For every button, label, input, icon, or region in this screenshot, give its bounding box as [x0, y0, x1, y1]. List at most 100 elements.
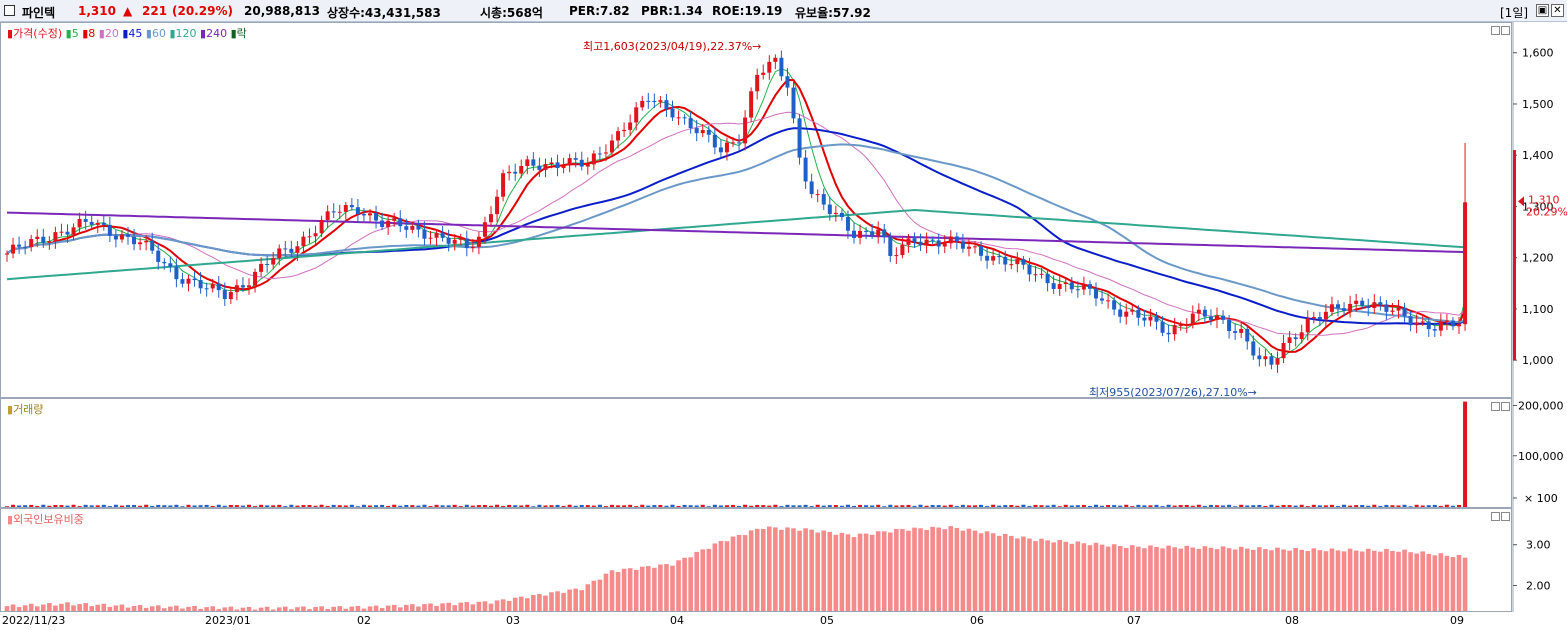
candle [1239, 321, 1244, 338]
candle [761, 64, 766, 80]
foreign-bar [1438, 553, 1444, 611]
foreign-bar [107, 606, 113, 611]
volume-bar [1275, 505, 1280, 507]
candle [1354, 293, 1359, 312]
foreign-bar [652, 567, 657, 611]
volume-bar [1136, 504, 1141, 507]
candle [1208, 309, 1213, 326]
volume-bar [1202, 505, 1207, 507]
foreign-bar [416, 606, 421, 611]
candle [1438, 313, 1443, 337]
candle [198, 272, 203, 294]
panel-close-icon[interactable] [1501, 26, 1510, 35]
ma60-line [6, 143, 1466, 324]
foreign-bar [1142, 548, 1147, 611]
volume-bar [1354, 505, 1359, 507]
volume-close-icon[interactable] [1501, 402, 1510, 411]
legend-ma120: 120 [175, 27, 197, 40]
candle [174, 258, 179, 288]
candle [688, 111, 693, 134]
panel-restore-icon[interactable] [1491, 26, 1500, 35]
volume-tick-label: × 100 [1524, 492, 1558, 505]
volume-bar [47, 505, 52, 507]
volume-bar [1166, 504, 1171, 507]
close-icon[interactable]: ✕ [1551, 4, 1564, 17]
foreign-bar [131, 606, 137, 611]
restore-icon[interactable]: ▣ [1536, 4, 1549, 17]
checkbox-icon[interactable] [4, 5, 15, 16]
foreign-bar [1148, 545, 1153, 611]
volume-bar [694, 505, 699, 507]
foreign-panel[interactable]: ▮외국인보유비중 [0, 508, 1512, 612]
volume-chart[interactable] [1, 399, 1511, 507]
candle [1015, 252, 1020, 273]
volume-bar [985, 506, 990, 507]
price-chart[interactable]: 최고1,603(2023/04/19),22.37%→ 최저955(2023/07… [1, 23, 1511, 397]
foreign-bar [325, 608, 330, 611]
candle [815, 189, 820, 203]
candle [1450, 317, 1455, 331]
volume-bar [119, 505, 124, 507]
period-selector[interactable]: [1일] [1500, 6, 1529, 20]
foreign-close-icon[interactable] [1501, 512, 1510, 521]
volume-bar [507, 504, 512, 507]
candle [325, 205, 330, 229]
volume-bar [700, 504, 705, 507]
candle [1457, 317, 1461, 334]
foreign-bar [397, 607, 403, 611]
foreign-bar [881, 531, 887, 611]
candle [827, 196, 832, 221]
candle [531, 152, 536, 171]
foreign-bar [785, 527, 790, 611]
candle [755, 68, 760, 100]
candle [361, 207, 366, 222]
candle [537, 157, 542, 177]
volume-bar [482, 505, 487, 507]
foreign-bar [869, 534, 875, 611]
candle [1329, 296, 1334, 316]
foreign-bar [688, 557, 693, 611]
foreign-bar [1347, 548, 1353, 611]
volume-bar [1293, 505, 1298, 507]
foreign-bar [59, 603, 64, 611]
volume-bar [652, 505, 657, 507]
volume-bar [204, 504, 209, 507]
candle [821, 188, 826, 210]
volume-bar [561, 505, 566, 507]
volume-bar [555, 504, 560, 507]
foreign-bar [1372, 550, 1377, 611]
candle [870, 223, 875, 239]
volume-bar [616, 505, 621, 507]
volume-bar [1263, 505, 1268, 507]
foreign-bar [525, 598, 530, 611]
candle [428, 231, 433, 245]
candle [319, 215, 324, 238]
volume-bar [23, 505, 28, 507]
volume-bar [271, 505, 276, 507]
price-panel[interactable]: 최고1,603(2023/04/19),22.37%→ 최저955(2023/07… [0, 22, 1512, 398]
candle [876, 221, 881, 244]
foreign-bar [440, 603, 445, 611]
volume-restore-icon[interactable] [1491, 402, 1500, 411]
candle [119, 230, 124, 243]
foreign-axis: 3.00 2.00 [1512, 508, 1567, 612]
candle [1087, 280, 1092, 296]
volume-bar [1069, 505, 1074, 507]
foreign-bar [1251, 549, 1256, 611]
foreign-bar [549, 592, 554, 611]
foreign-chart[interactable] [1, 509, 1511, 611]
candle [694, 119, 699, 142]
volume-bar [1184, 505, 1189, 507]
volume-bar [162, 505, 167, 507]
candle [446, 229, 451, 252]
volume-bar [1251, 505, 1256, 507]
foreign-restore-icon[interactable] [1491, 512, 1500, 521]
volume-bar [579, 504, 584, 507]
volume-bar [894, 505, 899, 507]
volume-bar [591, 505, 596, 507]
volume-bar [1257, 504, 1262, 507]
foreign-bar [918, 528, 923, 611]
foreign-bar [65, 602, 70, 611]
volume-panel[interactable]: ▮거래량 [0, 398, 1512, 508]
volume-bar [301, 505, 306, 507]
